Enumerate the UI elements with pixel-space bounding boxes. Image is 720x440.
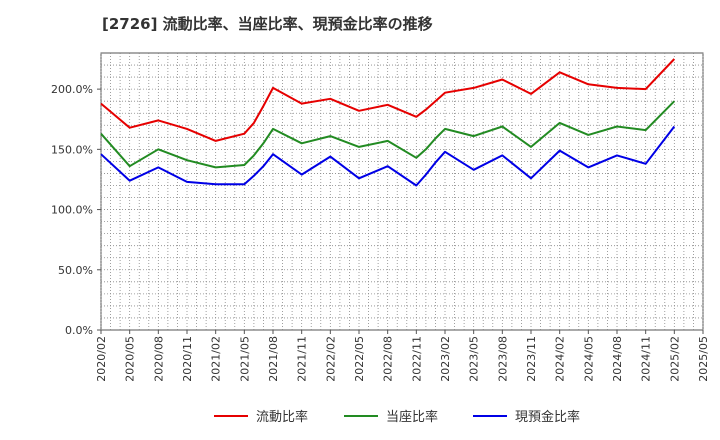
legend: 流動比率 当座比率 現預金比率: [214, 409, 580, 425]
x-tick-label: 2023/05: [468, 336, 481, 382]
x-tick-label: 2020/02: [95, 336, 108, 382]
plot-frame: [100, 52, 704, 331]
y-tick-label: 200.0%: [51, 83, 93, 96]
y-tick-label: 0.0%: [65, 324, 93, 337]
x-tick-label: 2022/02: [324, 336, 337, 382]
legend-label: 流動比率: [256, 409, 308, 425]
x-tick-label: 2023/11: [525, 336, 538, 382]
y-tick-label: 100.0%: [51, 204, 93, 217]
chart-title: [2726] 流動比率、当座比率、現預金比率の推移: [102, 15, 433, 33]
x-tick-label: 2021/11: [296, 336, 309, 382]
x-tick-label: 2025/02: [668, 336, 681, 382]
x-tick-label: 2025/05: [697, 336, 710, 382]
x-tick-label: 2022/11: [410, 336, 423, 382]
x-tick-label: 2020/05: [124, 336, 137, 382]
x-tick-label: 2023/08: [496, 336, 509, 382]
y-tick-label: 50.0%: [58, 264, 93, 277]
x-tick-label: 2022/05: [353, 336, 366, 382]
x-tick-label: 2024/05: [582, 336, 595, 382]
x-tick-label: 2023/02: [439, 336, 452, 382]
x-tick-label: 2021/08: [267, 336, 280, 382]
plot-area: [100, 52, 704, 331]
series-lines: [100, 58, 676, 187]
y-tick-label: 150.0%: [51, 143, 93, 156]
x-tick-label: 2021/02: [210, 336, 223, 382]
x-tick-label: 2021/05: [238, 336, 251, 382]
legend-label: 当座比率: [386, 409, 438, 425]
grid: [100, 53, 704, 330]
series-line: [100, 100, 676, 169]
x-tick-label: 2024/11: [640, 336, 653, 382]
x-tick-label: 2020/08: [152, 336, 165, 382]
series-line: [100, 58, 676, 142]
series-line: [100, 125, 676, 187]
x-tick-label: 2022/08: [382, 336, 395, 382]
y-axis-ticks: 0.0% 50.0% 100.0% 150.0% 200.0%: [51, 83, 101, 337]
x-tick-label: 2024/08: [611, 336, 624, 382]
x-axis-ticks: 2020/02 2020/05 2020/08 2020/11 2021/02 2021/…: [95, 330, 710, 382]
legend-label: 現預金比率: [515, 409, 580, 425]
x-tick-label: 2024/02: [554, 336, 567, 382]
x-tick-label: 2020/11: [181, 336, 194, 382]
